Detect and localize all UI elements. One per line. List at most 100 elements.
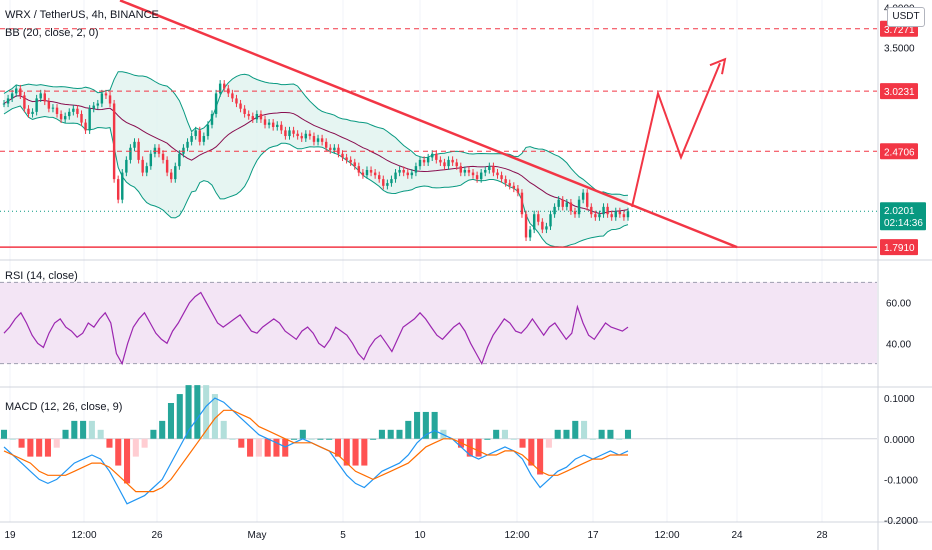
candle-body: [239, 103, 242, 109]
price-level-tag-text: 1.7910: [884, 243, 915, 254]
macd-histogram-bar: [501, 429, 508, 439]
candle-body: [488, 166, 491, 170]
currency-button[interactable]: USDT: [887, 7, 925, 27]
price-pane[interactable]: [0, 0, 877, 249]
macd-histogram-bar: [203, 385, 210, 439]
x-tick-label: 12:00: [71, 530, 96, 541]
macd-histogram-bar: [317, 438, 324, 440]
x-tick-label: 26: [151, 530, 163, 541]
bb-indicator-label[interactable]: BB (20, close, 2, 0): [5, 27, 99, 39]
candle-body: [255, 113, 259, 120]
macd-histogram-bar: [36, 438, 43, 457]
x-tick-label: 12:00: [504, 530, 529, 541]
candle-body: [76, 108, 79, 114]
candle-body: [504, 179, 507, 184]
rsi-indicator-label[interactable]: RSI (14, close): [5, 270, 78, 282]
macd-histogram-bar: [194, 385, 201, 439]
candle-body: [528, 229, 532, 238]
candle-body: [557, 199, 560, 207]
candle-body: [349, 159, 352, 163]
candle-body: [80, 113, 83, 123]
candle-body: [581, 192, 585, 200]
candle-body: [341, 153, 344, 158]
candle-body: [549, 214, 552, 227]
candle-body: [296, 133, 299, 137]
macd-histogram-bar: [422, 411, 429, 439]
candle-body: [292, 130, 295, 134]
candle-body: [153, 147, 157, 154]
candle-body: [524, 214, 528, 238]
candle-body: [210, 113, 214, 125]
candle-body: [475, 175, 479, 180]
macd-histogram-bar: [343, 438, 350, 466]
candle-body: [72, 108, 75, 112]
candle-body: [312, 136, 316, 142]
x-tick-label: 17: [587, 530, 599, 541]
candle-body: [422, 159, 426, 163]
candle-body: [165, 159, 169, 173]
candle-body: [149, 153, 153, 167]
macd-histogram-bar: [255, 438, 262, 457]
candle-body: [182, 147, 185, 154]
macd-histogram-bar: [493, 429, 500, 439]
candle-body: [573, 211, 577, 215]
macd-histogram-bar: [581, 420, 588, 439]
symbol-title: WRX / TetherUS, 4h, BINANCE: [5, 9, 159, 21]
macd-histogram-bar: [220, 420, 227, 439]
candle-body: [537, 214, 540, 222]
candle-body: [63, 116, 67, 120]
candle-body: [170, 172, 173, 180]
candle-body: [271, 122, 275, 128]
candle-body: [496, 172, 499, 176]
bb-band-fill: [4, 71, 628, 247]
macd-tick-label: -0.2000: [884, 516, 918, 527]
candle-body: [104, 93, 108, 96]
candle-body: [369, 169, 373, 173]
candle-body: [108, 95, 112, 104]
candle-body: [467, 169, 471, 173]
candle-body: [586, 192, 589, 207]
macd-histogram-bar: [247, 438, 254, 457]
macd-histogram-bar: [185, 385, 192, 439]
macd-histogram-bar: [132, 438, 139, 457]
candle-body: [68, 111, 71, 117]
candle-body: [300, 136, 303, 139]
candle-body: [598, 214, 601, 218]
candle-body: [508, 183, 511, 186]
candle-body: [10, 93, 14, 99]
candle-body: [545, 226, 548, 230]
macd-histogram-bar: [282, 438, 289, 457]
macd-pane[interactable]: [0, 385, 877, 505]
candle-body: [235, 98, 238, 104]
rsi-tick-label: 60.00: [886, 299, 911, 310]
candle-body: [353, 162, 356, 167]
candle-body: [532, 214, 536, 230]
macd-histogram-bar: [326, 438, 333, 440]
macd-histogram-bar: [141, 438, 148, 448]
candle-body: [398, 169, 401, 173]
price-level-tag: [880, 143, 918, 160]
candle-body: [365, 169, 369, 176]
candle-body: [610, 214, 613, 218]
macd-histogram-bar: [53, 438, 60, 448]
candle-body: [284, 130, 287, 137]
candle-body: [414, 166, 418, 173]
candle-body: [133, 141, 136, 148]
projection-path: [631, 62, 721, 208]
candle-body: [223, 83, 226, 89]
rsi-band-fill: [0, 282, 877, 364]
candle-body: [218, 83, 222, 94]
candle-body: [116, 179, 120, 200]
macd-histogram-bar: [27, 438, 34, 457]
macd-histogram-bar: [308, 438, 315, 440]
candle-body: [594, 214, 597, 218]
candle-body: [178, 153, 181, 167]
candle-body: [145, 166, 148, 173]
candle-body: [27, 108, 30, 114]
rsi-pane[interactable]: [0, 281, 877, 366]
macd-indicator-label[interactable]: MACD (12, 26, close, 9): [5, 401, 123, 413]
current-price-tag: [880, 202, 926, 231]
candle-body: [333, 147, 336, 151]
